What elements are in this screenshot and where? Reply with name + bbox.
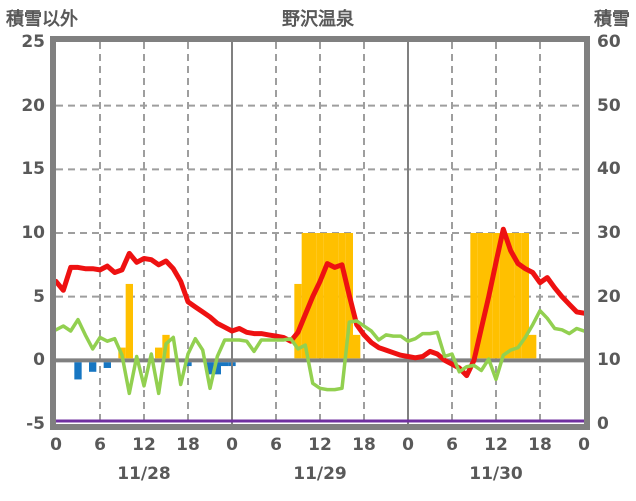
tick-label: 50 [597, 95, 621, 116]
chart-canvas [56, 42, 584, 424]
tick-label: 0 [578, 435, 590, 455]
orange-bars-bar [155, 347, 163, 359]
orange-bars-bar [470, 233, 478, 359]
blue-bars-bar [206, 362, 214, 375]
orange-bars-bar [492, 233, 500, 359]
tick-label: 18 [176, 435, 200, 455]
orange-bars-bar [301, 233, 309, 359]
date-label: 11/28 [117, 464, 171, 484]
orange-bars-bar [521, 233, 529, 359]
orange-bars-bar [529, 334, 537, 359]
date-label: 11/30 [469, 464, 523, 484]
blue-bars-bar [103, 362, 111, 368]
tick-label: 25 [21, 32, 45, 52]
tick-label: 6 [94, 435, 106, 455]
red-line [56, 226, 584, 379]
tick-label: 12 [484, 435, 508, 455]
blue-bars-bar [221, 362, 229, 367]
tick-label: 0 [33, 350, 45, 371]
tick-label: 6 [270, 435, 282, 455]
tick-label: 12 [132, 435, 156, 455]
tick-label: 18 [352, 435, 376, 455]
orange-bars-bar [514, 233, 522, 359]
tick-label: 60 [597, 32, 621, 52]
plot-area [50, 36, 590, 430]
orange-bars-bar [331, 233, 339, 359]
tick-label: 0 [226, 435, 238, 455]
date-label: 11/29 [293, 464, 347, 484]
orange-bars-bar [338, 233, 346, 359]
blue-bars-bar [184, 362, 192, 367]
tick-label: 0 [50, 435, 62, 455]
tick-label: 12 [308, 435, 332, 455]
tick-label: 0 [597, 414, 609, 434]
orange-bars-bar [316, 233, 324, 359]
blue-bars-bar [74, 362, 82, 380]
right-axis-title: 積雪 [594, 9, 630, 30]
tick-label: 20 [21, 95, 45, 116]
tick-label: 20 [597, 286, 621, 307]
tick-label: 30 [597, 223, 621, 243]
orange-bars-bar [499, 233, 507, 359]
blue-bars-bar [89, 362, 97, 372]
tick-label: 10 [597, 350, 621, 371]
orange-bars-bar [353, 334, 361, 359]
tick-label: 0 [402, 435, 414, 455]
tick-label: 18 [528, 435, 552, 455]
tick-label: 15 [21, 159, 45, 180]
orange-bars-bar [125, 283, 133, 359]
tick-label: 40 [597, 159, 621, 180]
tick-label: 5 [33, 286, 45, 307]
orange-bars-bar [294, 283, 302, 359]
orange-bars-bar [477, 233, 485, 359]
orange-bars-bar [507, 233, 515, 359]
tick-label: 6 [446, 435, 458, 455]
chart-title: 野沢温泉 [282, 9, 354, 30]
green-line [56, 308, 584, 396]
tick-label: 10 [21, 223, 45, 243]
orange-bars-bar [323, 233, 331, 359]
tick-label: -5 [26, 414, 45, 434]
left-axis-title: 積雪以外 [6, 9, 78, 30]
blue-bars-bar [213, 362, 221, 375]
